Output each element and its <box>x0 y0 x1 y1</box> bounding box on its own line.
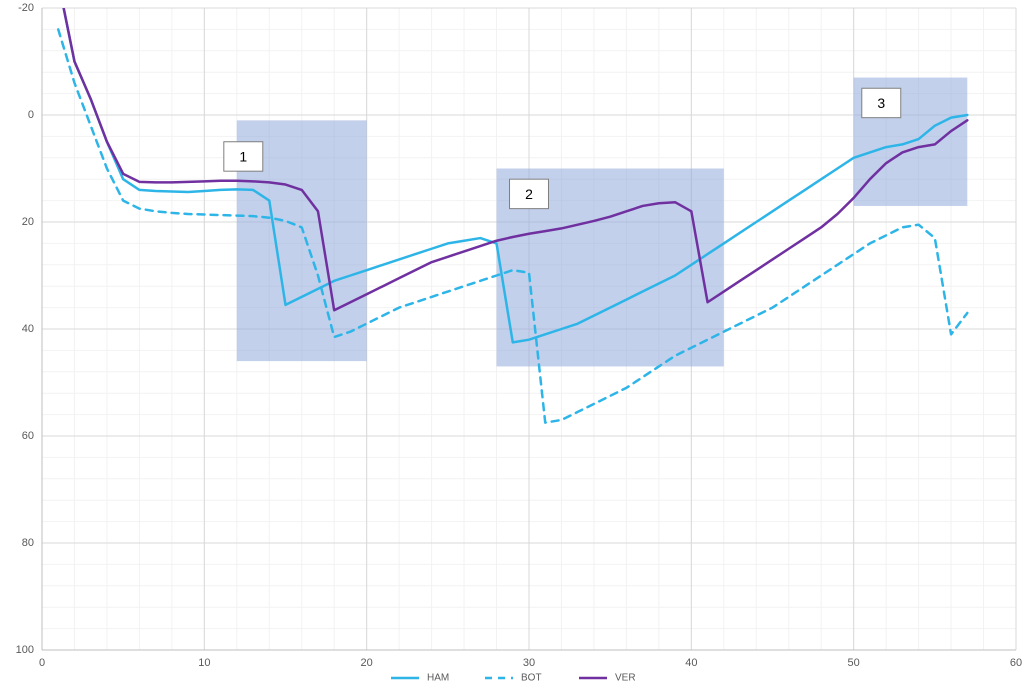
y-tick-label: 60 <box>22 430 34 442</box>
y-tick-label: 0 <box>28 109 34 121</box>
annotation-label-box-3: 3 <box>877 95 885 111</box>
line-chart: 1230102030405060-20020406080100HAMBOTVER <box>0 0 1024 695</box>
y-tick-label: 100 <box>16 644 34 656</box>
y-tick-label: 80 <box>22 537 34 549</box>
y-tick-label: -20 <box>18 2 34 14</box>
annotation-label-box-1: 1 <box>239 148 247 164</box>
x-tick-label: 10 <box>198 657 210 669</box>
y-tick-label: 20 <box>22 216 34 228</box>
legend-label-VER: VER <box>615 673 636 684</box>
x-tick-label: 30 <box>523 657 535 669</box>
y-tick-label: 40 <box>22 323 34 335</box>
x-tick-label: 40 <box>685 657 697 669</box>
x-tick-label: 0 <box>39 657 45 669</box>
legend-label-BOT: BOT <box>521 673 542 684</box>
annotation-label-box-2: 2 <box>525 186 533 202</box>
x-tick-label: 60 <box>1010 657 1022 669</box>
x-tick-label: 20 <box>361 657 373 669</box>
x-tick-label: 50 <box>848 657 860 669</box>
legend-label-HAM: HAM <box>427 673 449 684</box>
